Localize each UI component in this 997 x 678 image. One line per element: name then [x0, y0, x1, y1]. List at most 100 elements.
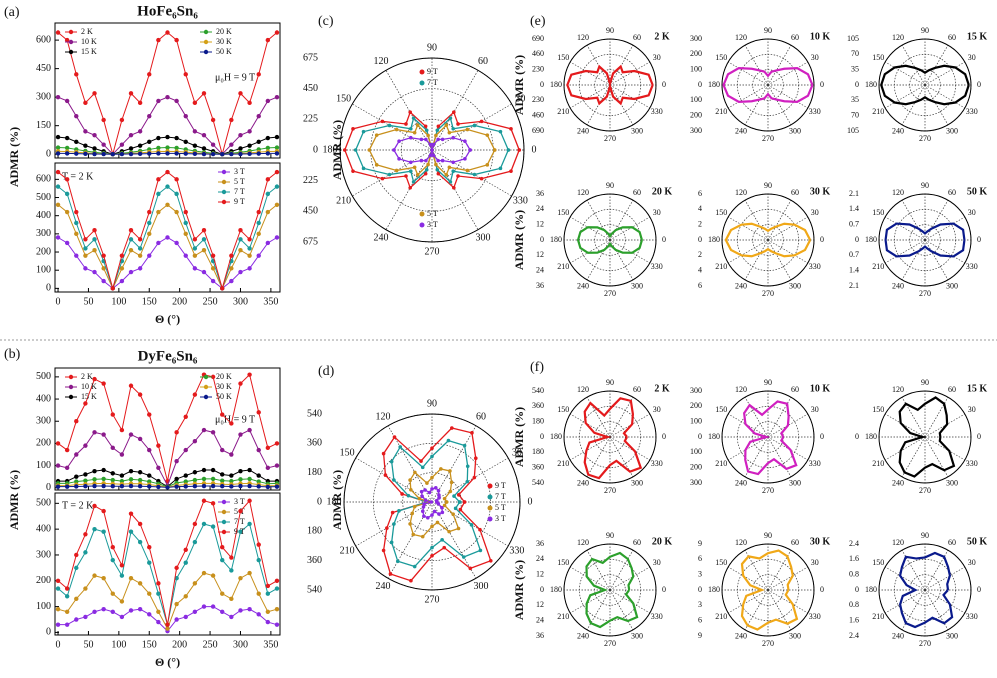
data-point — [448, 469, 452, 473]
x-tick-label: 50 — [83, 296, 93, 307]
theta-tick-label: 330 — [966, 459, 978, 468]
data-point — [156, 619, 161, 625]
data-point — [147, 209, 152, 215]
theta-tick-label: 150 — [715, 53, 727, 62]
data-point — [156, 151, 161, 156]
data-point — [128, 432, 134, 437]
theta-tick-label: 150 — [872, 405, 884, 414]
data-point — [101, 253, 106, 258]
theta-tick-label: 180 — [550, 585, 562, 594]
y-tick-label: 100 — [36, 264, 51, 275]
r-tick-label: 12 — [536, 600, 544, 609]
data-point — [465, 464, 470, 469]
data-point — [256, 209, 261, 215]
theta-tick-label: 90 — [764, 378, 772, 387]
data-point — [128, 269, 134, 275]
data-point — [435, 500, 439, 504]
theta-tick-label: 240 — [892, 479, 904, 488]
series-line — [409, 468, 460, 538]
theta-tick-label: 0 — [977, 80, 981, 89]
theta-tick-label: 150 — [557, 208, 569, 217]
data-point — [92, 228, 97, 233]
data-point — [55, 134, 61, 140]
data-point — [128, 151, 134, 157]
theta-tick-label: 270 — [425, 246, 440, 257]
theta-grid — [767, 84, 809, 109]
theta-tick-label: 60 — [633, 538, 641, 547]
data-point — [74, 552, 79, 558]
r-tick-label: 12 — [536, 219, 544, 228]
data-point — [265, 240, 271, 246]
theta-tick-label: 30 — [653, 53, 661, 62]
data-point — [174, 484, 179, 489]
data-point — [229, 484, 234, 489]
data-point — [409, 578, 413, 583]
data-point — [201, 269, 207, 275]
data-point — [274, 202, 280, 207]
data-point — [183, 594, 188, 599]
data-point — [238, 576, 243, 581]
data-point — [256, 231, 261, 237]
data-point — [55, 441, 61, 446]
theta-grid — [586, 199, 611, 241]
data-point — [412, 564, 417, 569]
data-point — [465, 127, 470, 132]
theta-tick-label: 210 — [715, 107, 727, 116]
data-point — [397, 509, 401, 513]
theta-tick-label: 180 — [708, 432, 720, 441]
data-point — [437, 496, 441, 500]
r-tick-label: 1.6 — [849, 554, 859, 563]
r-tick-label: 100 — [690, 95, 702, 104]
data-point — [165, 169, 170, 175]
theta-grid — [352, 149, 433, 197]
data-point — [192, 266, 198, 271]
theta-tick-label: 330 — [651, 612, 663, 621]
theta-tick-label: 0 — [662, 235, 666, 244]
theta-tick-label: 120 — [376, 411, 391, 422]
y-tick-label: 0 — [46, 627, 51, 638]
data-point — [247, 100, 252, 106]
data-point — [456, 122, 460, 126]
data-point — [201, 146, 207, 151]
data-point — [119, 117, 125, 123]
series-line — [880, 64, 970, 106]
data-point — [55, 169, 61, 175]
r-tick-label: 450 — [303, 83, 318, 94]
theta-grid — [431, 425, 477, 503]
data-point — [174, 177, 179, 182]
theta-tick-label: 240 — [374, 233, 389, 244]
theta-tick-label: 60 — [791, 538, 799, 547]
theta-tick-label: 270 — [919, 639, 931, 648]
series-line — [566, 64, 654, 106]
data-point — [472, 172, 477, 177]
legend-marker — [487, 505, 493, 511]
data-point — [381, 548, 386, 553]
theta-grid — [431, 501, 477, 579]
data-point — [265, 445, 271, 451]
data-point — [147, 545, 152, 550]
theta-tick-label: 210 — [557, 612, 569, 621]
data-point — [456, 493, 461, 497]
r-tick-label: 100 — [690, 447, 702, 456]
r-tick-label: 200 — [690, 462, 702, 471]
data-point — [431, 142, 436, 147]
data-point — [201, 91, 207, 96]
theta-grid — [924, 239, 949, 281]
data-point — [472, 123, 477, 128]
data-point — [247, 237, 252, 242]
data-point — [256, 139, 261, 145]
theta-grid — [767, 589, 809, 614]
theta-tick-label: 210 — [557, 107, 569, 116]
data-point — [419, 489, 424, 494]
theta-tick-label: 0 — [977, 585, 981, 594]
data-point — [128, 146, 134, 151]
r-tick-label: 0 — [855, 80, 859, 89]
x-tick-label: 200 — [172, 639, 187, 650]
theta-tick-label: 60 — [948, 33, 956, 42]
r-tick-label: 540 — [307, 408, 322, 419]
data-point — [128, 483, 134, 489]
theta-grid — [727, 566, 769, 591]
theta-tick-label: 330 — [513, 195, 528, 206]
legend-marker — [221, 189, 227, 195]
data-point — [417, 496, 422, 501]
